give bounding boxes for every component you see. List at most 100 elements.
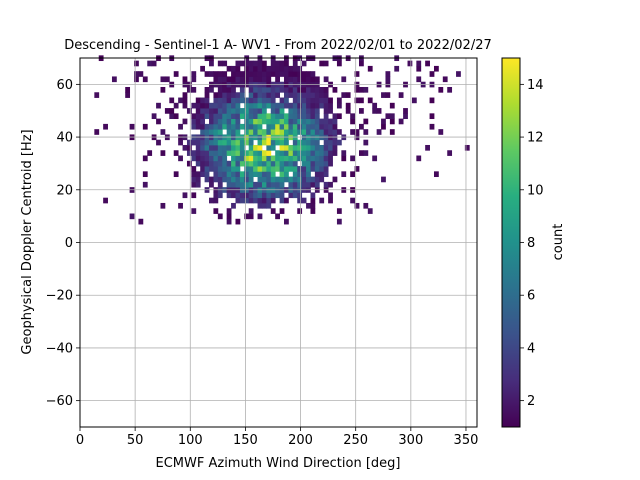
heatmap-cell [310, 86, 316, 93]
heatmap-cell [297, 86, 303, 93]
heatmap-cell [270, 86, 276, 93]
heatmap-cell [253, 155, 258, 162]
heatmap-cell [217, 160, 223, 167]
heatmap-cell [257, 160, 263, 167]
heatmap-cell [209, 129, 214, 135]
heatmap-cell [297, 113, 303, 120]
heatmap-cell [200, 139, 206, 146]
heatmap-cell [292, 113, 298, 120]
heatmap-cell [279, 197, 285, 204]
heatmap-cell [248, 92, 254, 98]
heatmap-cell [248, 113, 254, 120]
heatmap-cell [235, 176, 241, 183]
heatmap-cell [442, 76, 448, 83]
heatmap-cell [266, 176, 272, 183]
heatmap-cell [266, 139, 272, 146]
heatmap-cell [222, 118, 228, 125]
heatmap-cell [200, 65, 206, 72]
heatmap-cell [354, 86, 360, 93]
heatmap-cell [398, 118, 404, 125]
heatmap-cell [235, 71, 241, 77]
heatmap-cell [403, 113, 408, 120]
heatmap-cell [217, 86, 223, 93]
heatmap-cell [178, 123, 183, 130]
y-tick-label: −60 [46, 394, 73, 409]
heatmap-cell [363, 139, 369, 146]
heatmap-cell [306, 123, 311, 130]
heatmap-cell [186, 160, 192, 167]
heatmap-cell [195, 171, 201, 178]
heatmap-cell [231, 171, 236, 178]
heatmap-cell [253, 123, 258, 130]
heatmap-cell [310, 176, 316, 183]
heatmap-cell [231, 144, 236, 151]
heatmap-cell [209, 113, 214, 120]
heatmap-cell [284, 139, 289, 146]
heatmap-cell [279, 176, 285, 183]
heatmap-cell [217, 113, 223, 120]
heatmap-cell [235, 192, 241, 199]
heatmap-cell [363, 86, 369, 93]
heatmap-cell [200, 160, 206, 167]
heatmap-cell [306, 108, 311, 114]
heatmap-cell [328, 192, 333, 199]
heatmap-cell [354, 202, 360, 209]
heatmap-cell [292, 118, 298, 125]
heatmap-cell [301, 129, 307, 135]
heatmap-cell [319, 171, 325, 178]
heatmap-cell [306, 92, 311, 98]
heatmap-cell [217, 213, 223, 220]
heatmap-cell [310, 129, 316, 135]
heatmap-cell [275, 118, 280, 125]
heatmap-cell [244, 155, 250, 162]
heatmap-cell [416, 155, 422, 162]
heatmap-cell [209, 60, 214, 67]
heatmap-cell [314, 171, 320, 178]
heatmap-cell [182, 102, 188, 109]
heatmap-cell [261, 118, 267, 125]
heatmap-cell [288, 71, 294, 77]
heatmap-cell [209, 118, 214, 125]
heatmap-cell [429, 71, 435, 77]
heatmap-cell [354, 129, 360, 135]
heatmap-cell [367, 65, 373, 72]
heatmap-cell [336, 97, 342, 104]
heatmap-cell [217, 76, 223, 83]
heatmap-cell [200, 150, 206, 156]
heatmap-cell [367, 208, 373, 214]
heatmap-cell [253, 97, 258, 104]
heatmap-cell [292, 60, 298, 67]
heatmap-cell [314, 176, 320, 183]
heatmap-cell [231, 202, 236, 209]
heatmap-cell [257, 139, 263, 146]
heatmap-cell [284, 155, 289, 162]
heatmap-cell [191, 176, 197, 183]
colorbar-label: count [551, 224, 566, 261]
heatmap-cell [288, 113, 294, 120]
heatmap-cell [279, 171, 285, 178]
heatmap-cell [253, 171, 258, 178]
heatmap-cell [191, 139, 197, 146]
heatmap-cell [204, 71, 210, 77]
heatmap-cell [261, 197, 267, 204]
heatmap-cell [200, 113, 206, 120]
heatmap-cell [231, 113, 236, 120]
heatmap-cell [266, 144, 272, 151]
heatmap-cell [226, 102, 232, 109]
heatmap-cell [381, 176, 386, 183]
heatmap-cell [244, 176, 250, 183]
heatmap-cell [306, 71, 311, 77]
heatmap-cell [425, 60, 430, 67]
heatmap-cell [222, 108, 228, 114]
heatmap-cell [200, 102, 206, 109]
heatmap-cell [213, 150, 219, 156]
heatmap-cell [266, 97, 272, 104]
heatmap-cell [261, 192, 267, 199]
heatmap-cell [297, 118, 303, 125]
heatmap-cell [147, 60, 153, 67]
heatmap-cell [266, 160, 272, 167]
heatmap-cell [314, 139, 320, 146]
heatmap-cell [217, 129, 223, 135]
heatmap-cell [257, 71, 263, 77]
heatmap-cell [186, 108, 192, 114]
